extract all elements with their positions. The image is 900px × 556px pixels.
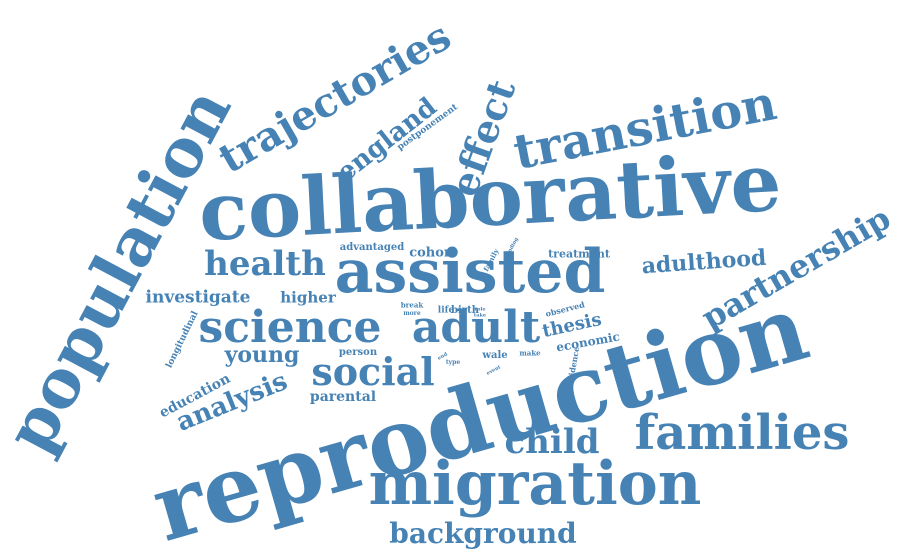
word-break: break: [400, 300, 424, 310]
word-advantaged: advantaged: [339, 242, 405, 253]
word-parental: parental: [309, 389, 377, 405]
word-make: make: [519, 348, 541, 358]
word-more: more: [403, 310, 421, 317]
word-type: type: [445, 359, 461, 366]
word-background: background: [389, 517, 577, 550]
word-higher: higher: [280, 288, 336, 307]
word-adult: adult: [411, 302, 541, 353]
word-take: take: [473, 312, 487, 319]
word-health: health: [204, 244, 326, 284]
word-cohort: cohort: [409, 245, 457, 261]
word-longitudinal: longitudinal: [164, 309, 201, 370]
word-science: science: [198, 302, 382, 353]
word-role: role: [474, 306, 486, 313]
word-social: social: [311, 349, 435, 394]
word-child: child: [504, 422, 600, 462]
word-families: families: [634, 405, 850, 461]
word-life: life: [437, 305, 455, 316]
word-assisted: assisted: [334, 237, 606, 307]
word-investigate: investigate: [145, 287, 251, 308]
word-person: person: [338, 347, 378, 358]
word-treatment: treatment: [548, 247, 610, 261]
word-young: young: [224, 342, 300, 368]
word-wale: wale: [482, 350, 508, 361]
word-birth: birth: [451, 305, 479, 316]
word-migration: migration: [368, 449, 702, 519]
